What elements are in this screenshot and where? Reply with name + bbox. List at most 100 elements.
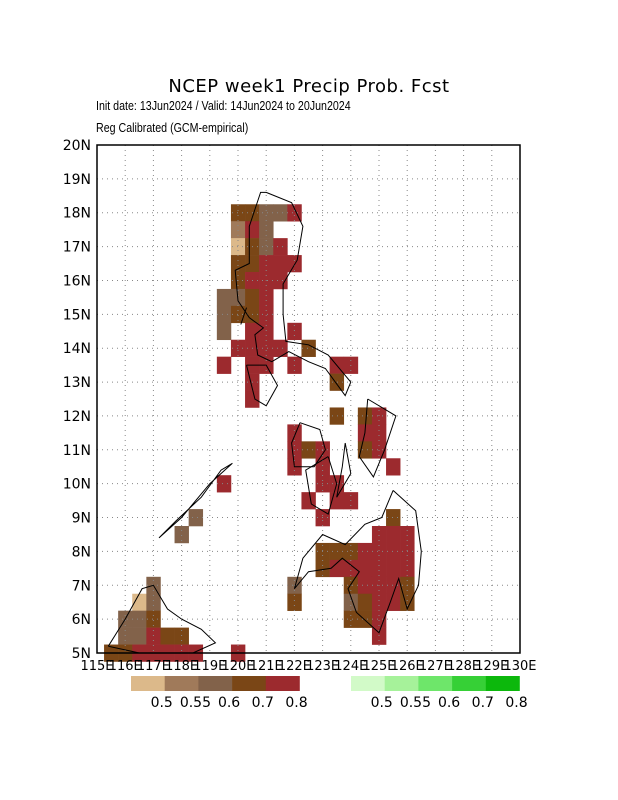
prob-cell [371,424,387,442]
lon-label: 122E [278,659,311,674]
prob-cell [216,305,232,324]
prob-cell [146,593,161,611]
lon-label: 128E [447,659,480,674]
prob-cell [132,593,147,611]
lon-label: 124E [334,659,367,674]
lat-label: 8N [72,544,91,560]
prob-cell [371,526,387,544]
legend-above-swatch [452,676,487,691]
prob-cell [230,339,246,357]
lon-label: 121E [250,659,283,674]
prob-cell [329,559,345,578]
coastline [240,307,247,325]
prob-cell [160,627,175,645]
prob-cell [174,526,189,544]
prob-cell [132,610,147,628]
prob-cell [315,559,330,578]
lon-label: 115E [80,659,113,674]
coastline [291,422,326,468]
legend-above-label: 0.55 [400,695,431,711]
prob-cell [400,559,415,578]
lat-label: 7N [72,578,91,594]
lat-label: 12N [63,409,91,425]
prob-cell [287,441,302,459]
prob-cell [273,339,288,357]
prob-cell [287,322,302,341]
prob-cell [259,204,274,222]
lat-label: 19N [63,172,91,188]
prob-cell [329,407,345,425]
legend-below-swatch [232,676,267,691]
lon-label: 116E [109,659,142,674]
prob-cell [357,559,373,578]
prob-cell [174,627,189,645]
prob-cell [245,322,260,341]
map-title: NCEP week1 Precip Prob. Fcst [168,76,450,97]
coastline [305,456,338,515]
lon-label: 129E [475,659,508,674]
coastline [234,191,352,397]
method-line: Reg Calibrated (GCM-empirical) [96,120,249,135]
prob-cell [273,204,288,222]
prob-cell [371,407,387,425]
lon-label: 127E [419,659,452,674]
lat-label: 9N [72,511,91,527]
legend-below-label: 0.7 [252,695,274,711]
prob-cell [400,526,415,544]
prob-cell [386,526,401,544]
prob-cell [343,559,359,578]
prob-cell [216,322,232,341]
lat-label: 13N [63,375,91,391]
prob-cell [273,255,288,273]
prob-cell [230,221,246,239]
prob-cell [259,305,274,324]
prob-cell [259,221,274,239]
legend-below-label: 0.6 [218,695,240,711]
prob-cell [386,559,401,578]
lat-label: 11N [63,443,91,459]
prob-cell [259,238,274,256]
prob-cell [230,204,246,222]
prob-cell [188,509,204,527]
prob-cell [230,238,246,256]
prob-cell [329,542,345,561]
lat-label: 6N [72,612,91,628]
prob-cell [230,305,246,324]
lat-label: 16N [63,273,91,289]
prob-cell [386,542,401,561]
lat-label: 15N [63,307,91,323]
legend-below-label: 0.8 [285,695,307,711]
prob-cell [371,593,387,611]
prob-cell [357,576,373,595]
legend-below-swatch [131,676,165,691]
legend-below-label: 0.5 [151,695,173,711]
lon-label: 119E [193,659,226,674]
prob-cell [287,424,302,442]
legend-above-label: 0.6 [438,695,460,711]
prob-cell [343,610,359,628]
lon-label: 118E [165,659,198,674]
prob-cell [118,627,133,645]
prob-cell [287,593,302,611]
lat-label: 18N [63,206,91,222]
coastline [246,364,279,407]
legend-above-label: 0.5 [371,695,393,711]
legend-below-swatch [198,676,233,691]
prob-cell [357,542,373,561]
init-date-line: Init date: 13Jun2024 / Valid: 14Jun2024 … [96,98,351,113]
lat-label: 20N [63,138,91,154]
lon-label: 123E [306,659,339,674]
prob-cell [371,559,387,578]
prob-cell [386,593,401,611]
legend-above-swatch [351,676,385,691]
prob-cell [371,542,387,561]
lat-label: 5N [72,646,91,662]
prob-cell [259,339,274,357]
prob-cell [386,576,401,595]
lat-label: 17N [63,240,91,256]
prob-cell [132,627,147,645]
prob-cell [386,509,401,527]
prob-cell [343,542,359,561]
legend-above-label: 0.7 [472,695,494,711]
